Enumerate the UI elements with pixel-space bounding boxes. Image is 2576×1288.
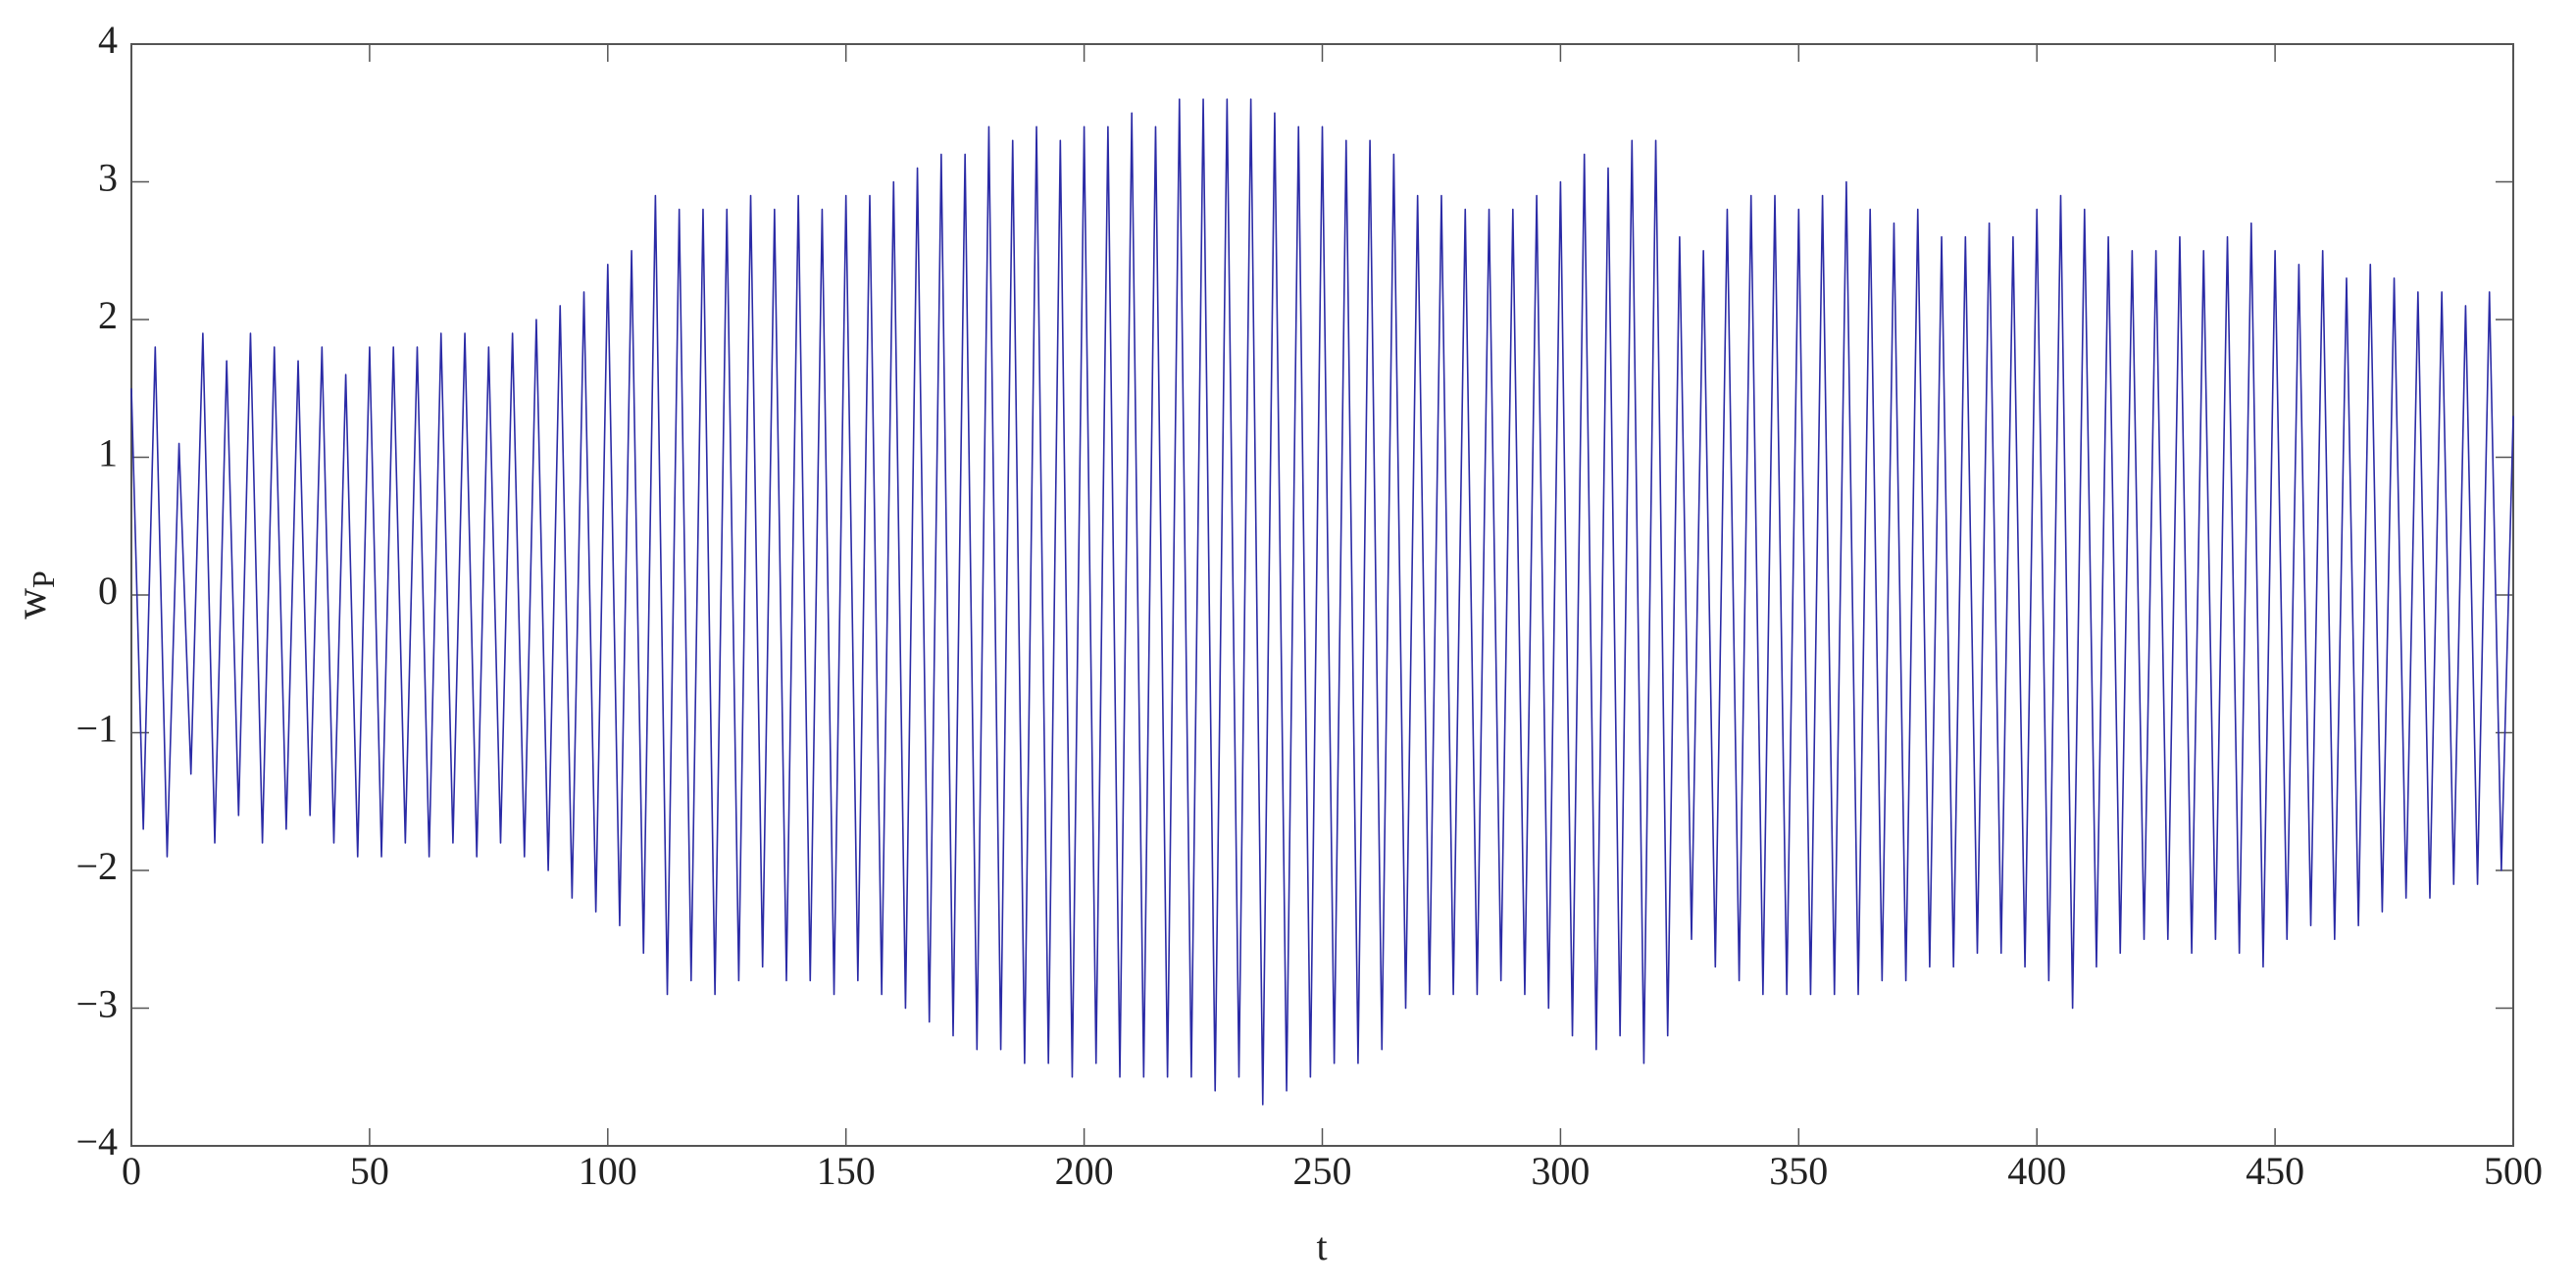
y-tick-label: −2	[76, 844, 118, 888]
x-tick-label: 300	[1531, 1149, 1590, 1193]
x-tick-label: 500	[2484, 1149, 2543, 1193]
x-tick-label: 200	[1055, 1149, 1114, 1193]
x-tick-label: 250	[1293, 1149, 1352, 1193]
y-tick-label: 1	[98, 431, 118, 475]
x-tick-label: 450	[2246, 1149, 2304, 1193]
x-tick-label: 350	[1769, 1149, 1828, 1193]
x-tick-label: 400	[2007, 1149, 2066, 1193]
y-tick-label: 2	[98, 293, 118, 337]
x-axis-label: t	[1316, 1224, 1327, 1268]
x-tick-label: 150	[817, 1149, 876, 1193]
y-tick-label: 3	[98, 156, 118, 200]
data-line	[130, 98, 2514, 1106]
y-tick-label: −3	[76, 982, 118, 1026]
x-tick-label: 50	[350, 1149, 389, 1193]
y-tick-label: 0	[98, 569, 118, 613]
y-tick-label: −1	[76, 707, 118, 751]
x-tick-label: 100	[579, 1149, 637, 1193]
x-tick-label: 0	[122, 1149, 141, 1193]
plot-frame	[130, 43, 2514, 1147]
y-axis-label-sub: P	[25, 570, 61, 588]
y-axis-label-main: w	[7, 588, 55, 619]
y-tick-label: −4	[76, 1119, 118, 1164]
y-tick-label: 4	[98, 18, 118, 62]
y-axis-label: wP	[7, 570, 61, 619]
